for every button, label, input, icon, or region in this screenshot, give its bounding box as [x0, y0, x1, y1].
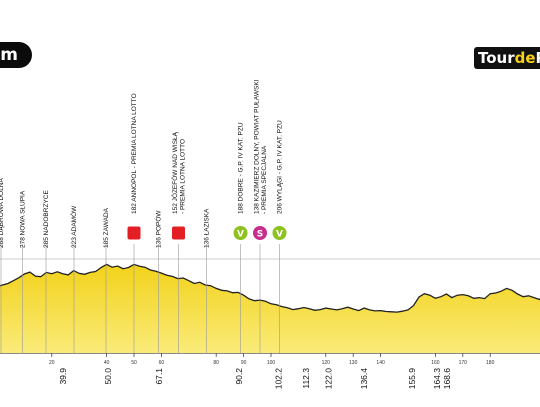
kom-marker-label-9: V — [237, 230, 244, 240]
km-label-9: 164.3 — [432, 368, 442, 390]
sprint-marker-7 — [171, 225, 186, 241]
place-label-6-0: 136 POPÓW — [154, 210, 163, 248]
logo-text-main: Tour — [478, 49, 515, 67]
sprint-marker-5 — [126, 225, 142, 241]
place-label-5-0: 182 ANNOPOL - PREMIA LOTNA LOTTO — [131, 93, 138, 214]
place-label-0-0: 288 DĄBROWA DOLNA — [0, 177, 5, 248]
km-label-2: 67.1 — [154, 368, 164, 385]
x-tick-label-3: 60 — [159, 360, 165, 366]
place-label-10-0: 138 KAZIMIERZ DOLNY, POWIAT PUŁAWSKI — [253, 79, 260, 214]
km-label-10: 168.6 — [442, 368, 452, 390]
logo-text-accent: de — [514, 49, 536, 67]
km-label-8: 155.9 — [407, 368, 417, 390]
x-tick-label-8: 130 — [349, 360, 358, 366]
kom-marker-11 — [271, 225, 288, 241]
tour-logo: TourdeP — [474, 47, 540, 69]
kom-marker-label-11: V — [276, 230, 283, 240]
elevation-line — [0, 263, 540, 313]
x-tick-label-6: 100 — [267, 360, 276, 366]
place-label-9-0: 188 DOBRE - G.P. IV KAT. PZU — [238, 122, 245, 214]
km-label-6: 122.0 — [324, 368, 334, 390]
x-tick-label-9: 140 — [376, 360, 385, 366]
x-tick-label-7: 120 — [322, 360, 331, 366]
x-tick-label-1: 40 — [104, 360, 110, 366]
km-label-0: 39.9 — [58, 368, 68, 385]
place-label-4-0: 185 ZAWADA — [103, 207, 110, 248]
km-label-1: 50.0 — [103, 368, 113, 385]
km-label-4: 102.2 — [273, 368, 283, 390]
x-tick-label-4: 80 — [213, 360, 219, 366]
place-label-11-0: 206 WYLĄGI - G.P. IV KAT. PZU — [277, 120, 284, 214]
place-label-7-0: 152 JÓZEFÓW NAD WISŁĄ — [170, 131, 179, 214]
x-tick-label-2: 50 — [131, 360, 137, 366]
km-label-7: 136.4 — [359, 368, 369, 390]
special-marker-label-10: S — [257, 230, 263, 240]
logo-text-tail: P — [536, 49, 540, 67]
elevation-area — [0, 264, 540, 353]
x-tick-label-0: 20 — [49, 360, 55, 366]
x-tick-label-11: 170 — [459, 360, 468, 366]
place-label-3-0: 223 ADAMÓW — [69, 205, 78, 248]
place-label-2-0: 285 NADOBRZYCE — [43, 190, 50, 248]
place-label-10-1: - PREMIA SPECJALNA — [261, 145, 268, 214]
km-label-3: 90.2 — [234, 368, 244, 385]
x-tick-label-5: 90 — [241, 360, 247, 366]
stage-title-text: m — [0, 45, 18, 65]
place-label-8-0: 136 ŁAZISKA — [204, 208, 211, 248]
place-label-1-0: 278 NOWA SŁUPIA — [20, 190, 27, 248]
special-marker-10 — [252, 225, 268, 241]
stage-title-pill: m — [0, 42, 32, 68]
place-label-7-1: - PREMIA LOTNA LOTTO — [179, 139, 186, 214]
x-tick-label-10: 160 — [431, 360, 440, 366]
km-label-5: 112.3 — [301, 368, 311, 389]
kom-marker-9 — [232, 225, 249, 241]
x-tick-label-12: 180 — [486, 360, 495, 366]
